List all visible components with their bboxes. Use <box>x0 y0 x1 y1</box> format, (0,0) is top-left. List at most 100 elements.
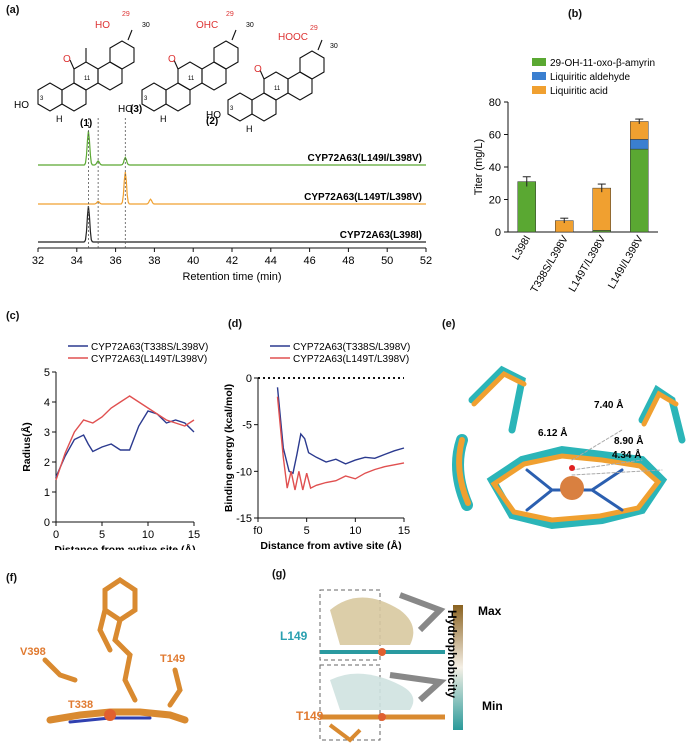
label-t338: T338 <box>68 699 93 711</box>
hydrophobicity-colorbar <box>453 605 463 730</box>
x-tick-label: L149I/L398V <box>606 234 646 292</box>
legend-label: Liquiritic aldehyde <box>550 72 630 83</box>
x-tick-label: 15 <box>398 525 410 537</box>
s2-h: H <box>246 124 253 134</box>
bar-segment <box>630 148 649 233</box>
x-tick-label: 50 <box>381 255 393 267</box>
y-axis-title: Titer (mg/L) <box>473 139 485 195</box>
s3-num30: 30 <box>246 22 254 29</box>
x-tick-label: L149T/L398V <box>566 234 608 295</box>
label-l149: L149 <box>280 629 308 643</box>
s3-tag: (3) <box>130 104 142 115</box>
radius-line-chart: 0 1 2 3 4 5 0 5 10 15 Distance from avtive site (Å… <box>20 342 208 550</box>
s2-ho: HO <box>206 110 221 121</box>
colorbar-label: Hydrophobicity <box>445 610 459 698</box>
x-tick-label: 0 <box>53 529 59 541</box>
panel-a-structures: HO 29 30 O 11 3 HO H (1) OHC 29 30 O 11 … <box>14 11 338 134</box>
colorbar-min: Min <box>482 699 503 713</box>
x-tick-label: 10 <box>142 529 154 541</box>
panel-f-structure: V398 T149 T338 <box>20 576 189 724</box>
s1-tag: (1) <box>80 118 92 129</box>
oxygen-atom <box>569 465 575 471</box>
trace-label: CYP72A63(L149I/L398V) <box>307 153 422 164</box>
x-origin-label: f0 <box>253 525 262 537</box>
s2-num11: 11 <box>274 86 281 92</box>
binding-energy-chart: -15 -10 -5 0 5 10 15 f0 Distance from avtive sit… <box>223 342 410 550</box>
s3-h: H <box>160 114 167 124</box>
structure-1 <box>37 29 135 112</box>
x-tick-label: 34 <box>71 255 83 267</box>
s3-num29: 29 <box>226 11 234 18</box>
trace-label: CYP72A63(L398I) <box>340 230 422 241</box>
dist-d2: 6.12 Å <box>538 426 567 439</box>
panel-label-c: (c) <box>6 310 20 322</box>
panel-label-g: (g) <box>272 568 287 580</box>
s2-num30: 30 <box>330 43 338 50</box>
x-tick-label: 38 <box>148 255 160 267</box>
legend-label: CYP72A63(L149T/L398V) <box>293 354 409 365</box>
legend-label: Liquiritic acid <box>550 86 608 97</box>
s1-num3: 3 <box>40 96 44 102</box>
colorbar-max: Max <box>478 604 502 618</box>
s2-tag: (2) <box>206 116 218 127</box>
legend-swatch <box>532 72 546 80</box>
y-tick-label: 80 <box>489 97 501 109</box>
x-tick-label: 5 <box>99 529 105 541</box>
label-t149-g: T149 <box>296 709 324 723</box>
x-tick-label: 10 <box>349 525 361 537</box>
panel-e-structure: 7.40 Å 6.12 Å 8.90 Å 4.34 Å <box>452 365 686 530</box>
x-tick-label: 36 <box>109 255 121 267</box>
x-tick-label: 52 <box>420 255 432 267</box>
y-tick-label: 0 <box>246 373 252 385</box>
panel-label-a: (a) <box>6 4 20 16</box>
heme-iron <box>104 709 116 721</box>
panel-g-structure: L149 T149 Hydrophobicity Max Min <box>280 589 503 743</box>
heme-model <box>452 365 686 530</box>
s2-group: HOOC <box>278 32 308 43</box>
s2-oxygen: O <box>254 64 262 75</box>
bar-segment <box>630 121 649 140</box>
s2-num3: 3 <box>230 106 234 112</box>
x-tick-label: 46 <box>303 255 315 267</box>
legend-label: 29-OH-11-oxo-β-amyrin <box>550 58 655 69</box>
panel-label-f: (f) <box>6 572 17 584</box>
panel-label-b: (b) <box>568 8 583 20</box>
y-tick-label: 60 <box>489 130 501 142</box>
s1-oxygen: O <box>63 54 71 65</box>
s3-num11: 11 <box>188 76 195 82</box>
chromatogram-trace <box>38 205 426 243</box>
legend-label: CYP72A63(T338S/L398V) <box>91 342 208 353</box>
y-tick-label: 5 <box>44 367 50 379</box>
y-tick-label: -5 <box>242 420 252 432</box>
y-axis-title: Binding energy (kcal/mol) <box>223 384 235 512</box>
s1-group: HO <box>95 20 110 31</box>
legend-label: CYP72A63(L149T/L398V) <box>91 354 207 365</box>
x-tick-label: 5 <box>304 525 310 537</box>
y-tick-label: 40 <box>489 162 501 174</box>
s1-ho: HO <box>14 100 29 111</box>
y-tick-label: 0 <box>44 517 50 529</box>
chromatogram-trace <box>38 171 426 205</box>
y-tick-label: 4 <box>44 397 50 409</box>
x-tick-label: 48 <box>342 255 354 267</box>
bar-segment <box>630 139 649 150</box>
dist-d4: 4.34 Å <box>612 448 641 461</box>
x-tick-label: 44 <box>265 255 277 267</box>
panel-label-d: (d) <box>228 318 243 330</box>
series-line <box>55 395 195 481</box>
x-axis-title: Retention time (min) <box>182 271 281 283</box>
x-tick-label: 42 <box>226 255 238 267</box>
structure-2 <box>227 39 325 122</box>
s1-h: H <box>56 114 63 124</box>
y-tick-label: 1 <box>44 487 50 499</box>
x-axis-title: Distance from avtive site (Å) <box>260 539 401 550</box>
trace-label: CYP72A63(L149T/L398V) <box>304 192 422 203</box>
bar-segment <box>592 187 611 231</box>
s3-group: OHC <box>196 20 218 31</box>
dist-d3: 8.90 Å <box>614 434 643 447</box>
iron-atom <box>560 476 584 500</box>
x-axis-title: Distance from avtive site (Å) <box>54 543 195 550</box>
legend-label: CYP72A63(T338S/L398V) <box>293 342 410 353</box>
legend-swatch <box>532 86 546 94</box>
